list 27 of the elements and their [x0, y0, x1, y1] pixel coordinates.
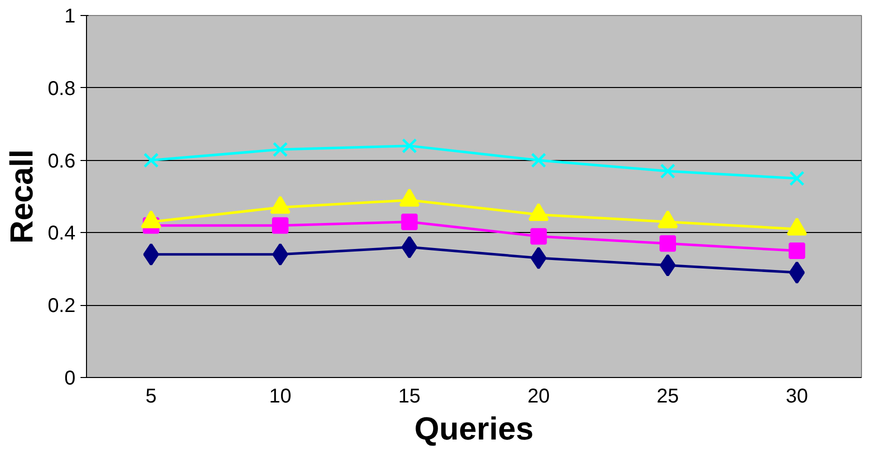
y-tick-label: 1	[64, 6, 76, 28]
x-tick-label: 15	[398, 386, 421, 408]
y-tick-label: 0.6	[48, 150, 76, 172]
y-tick-label: 0.4	[48, 222, 76, 245]
x-tick-label: 5	[146, 386, 157, 408]
x-tick-label: 20	[527, 386, 550, 408]
y-tick-label: 0.2	[48, 295, 76, 318]
point	[660, 254, 676, 277]
point	[401, 214, 418, 230]
y-tick-label: 0	[64, 368, 76, 390]
point	[788, 242, 806, 260]
point	[530, 152, 546, 168]
point	[789, 170, 805, 186]
point	[660, 164, 676, 179]
x-tick-label: 10	[269, 386, 292, 408]
point	[272, 217, 288, 234]
x-tick-label: 30	[786, 386, 808, 408]
point	[143, 152, 159, 168]
point	[402, 138, 418, 154]
x-axis-title: Queries	[414, 410, 534, 446]
point	[272, 142, 288, 158]
x-tick-label: 25	[656, 386, 679, 408]
point	[272, 243, 288, 266]
y-axis-title: Recall	[4, 149, 40, 244]
point	[660, 235, 676, 252]
point	[530, 228, 547, 245]
y-tick-label: 0.8	[48, 78, 76, 100]
